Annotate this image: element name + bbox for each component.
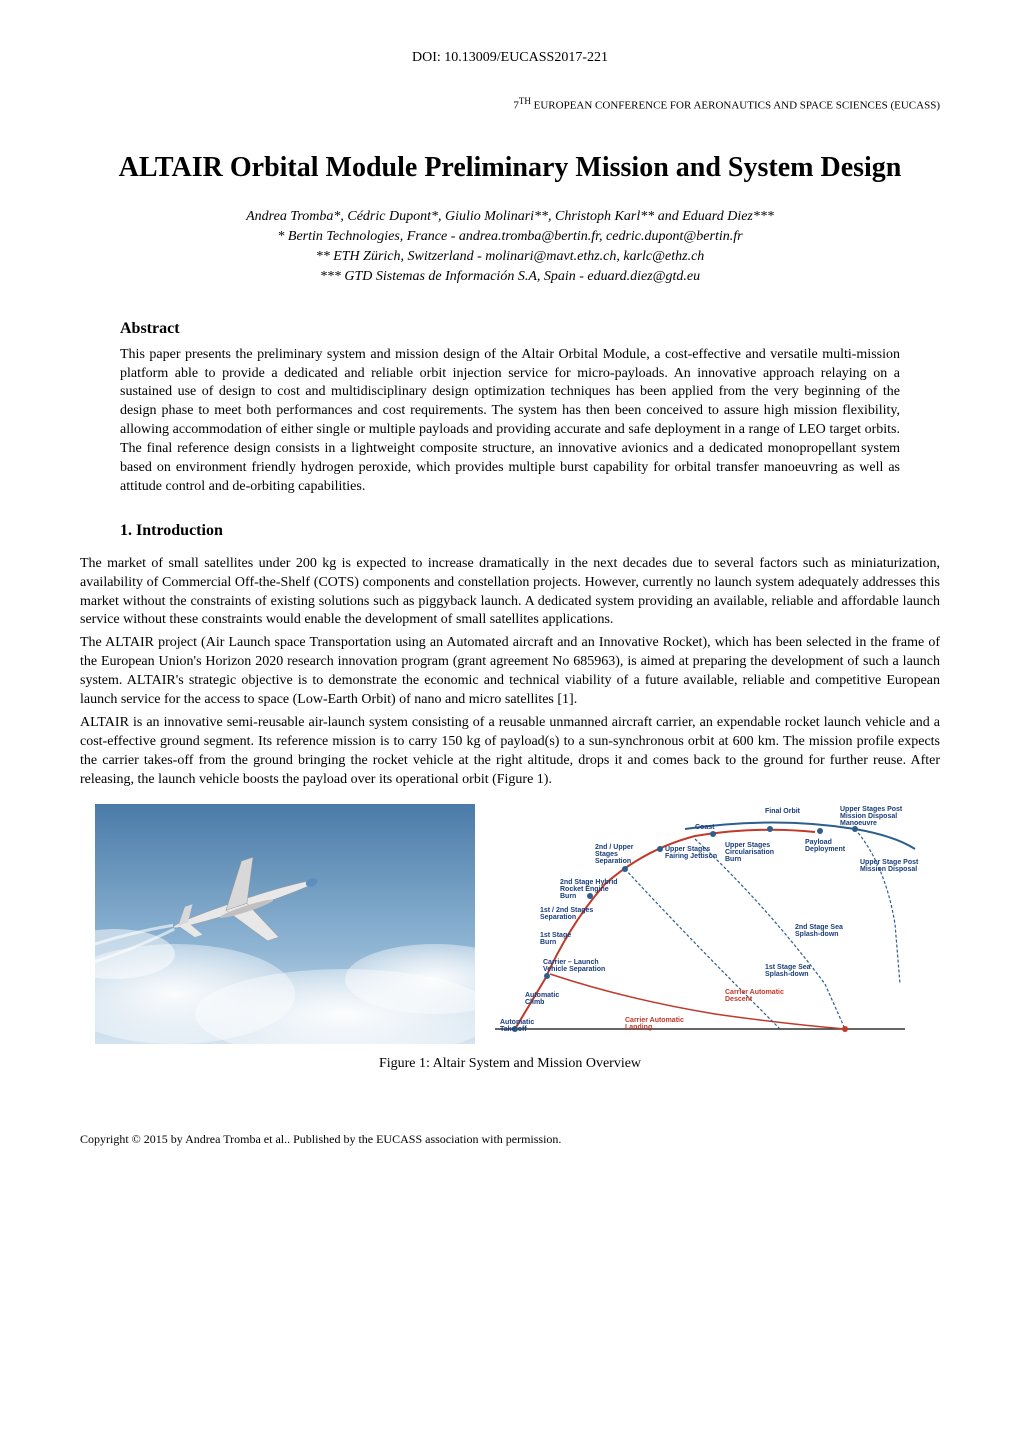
label-fairing: Upper Stages Fairing Jettison [665, 846, 720, 860]
label-deploy: Payload Deployment [805, 839, 855, 853]
intro-paragraph-2: The ALTAIR project (Air Launch space Tra… [80, 634, 940, 710]
label-final-orbit: Final Orbit [765, 808, 800, 815]
label-climb: Automatic Climb [525, 992, 570, 1006]
label-splash1: 1st Stage Sea Splash-down [765, 964, 820, 978]
label-circ: Upper Stages Circularisation Burn [725, 842, 790, 863]
label-landing: Carrier Automatic Landing [625, 1017, 705, 1031]
label-upper-disposal: Upper Stages Post Mission Disposal Manoe… [840, 806, 920, 827]
affiliation-2: ** ETH Zürich, Switzerland - molinari@ma… [80, 249, 940, 265]
copyright-notice: Copyright © 2015 by Andrea Tromba et al.… [80, 1132, 940, 1147]
label-coast: Coast [695, 824, 714, 831]
figure-1-caption: Figure 1: Altair System and Mission Over… [80, 1056, 940, 1072]
label-splash2: 2nd Stage Sea Splash-down [795, 924, 855, 938]
figure-1-container: Final Orbit Upper Stages Post Mission Di… [80, 804, 940, 1044]
label-carrier-sep: Carrier – Launch Vehicle Separation [543, 959, 613, 973]
conference-header: 7TH EUROPEAN CONFERENCE FOR AERONAUTICS … [80, 96, 940, 112]
figure-1-left-image [95, 804, 475, 1044]
label-descent: Carrier Automatic Descent [725, 989, 795, 1003]
label-hybrid: 2nd Stage Hybrid Rocket Engine Burn [560, 879, 622, 900]
intro-paragraph-1: The market of small satellites under 200… [80, 555, 940, 631]
authors-line: Andrea Tromba*, Cédric Dupont*, Giulio M… [80, 209, 940, 225]
label-sep12: 1st / 2nd Stages Separation [540, 907, 595, 921]
affiliation-3: *** GTD Sistemas de Información S.A, Spa… [80, 269, 940, 285]
label-upper-splash: Upper Stage Post Mission Disposal [860, 859, 920, 873]
label-sep2: 2nd / Upper Stages Separation [595, 844, 655, 865]
label-takeoff: Automatic Take-off [500, 1019, 545, 1033]
intro-heading: 1. Introduction [120, 522, 940, 540]
abstract-body: This paper presents the preliminary syst… [120, 346, 900, 497]
abstract-heading: Abstract [120, 320, 940, 338]
figure-1-right-diagram: Final Orbit Upper Stages Post Mission Di… [485, 804, 925, 1044]
paper-title: ALTAIR Orbital Module Preliminary Missio… [80, 152, 940, 184]
doi-text: DOI: 10.13009/EUCASS2017-221 [80, 50, 940, 66]
label-burn1: 1st Stage Burn [540, 932, 580, 946]
affiliation-1: * Bertin Technologies, France - andrea.t… [80, 229, 940, 245]
intro-paragraph-3: ALTAIR is an innovative semi-reusable ai… [80, 714, 940, 790]
